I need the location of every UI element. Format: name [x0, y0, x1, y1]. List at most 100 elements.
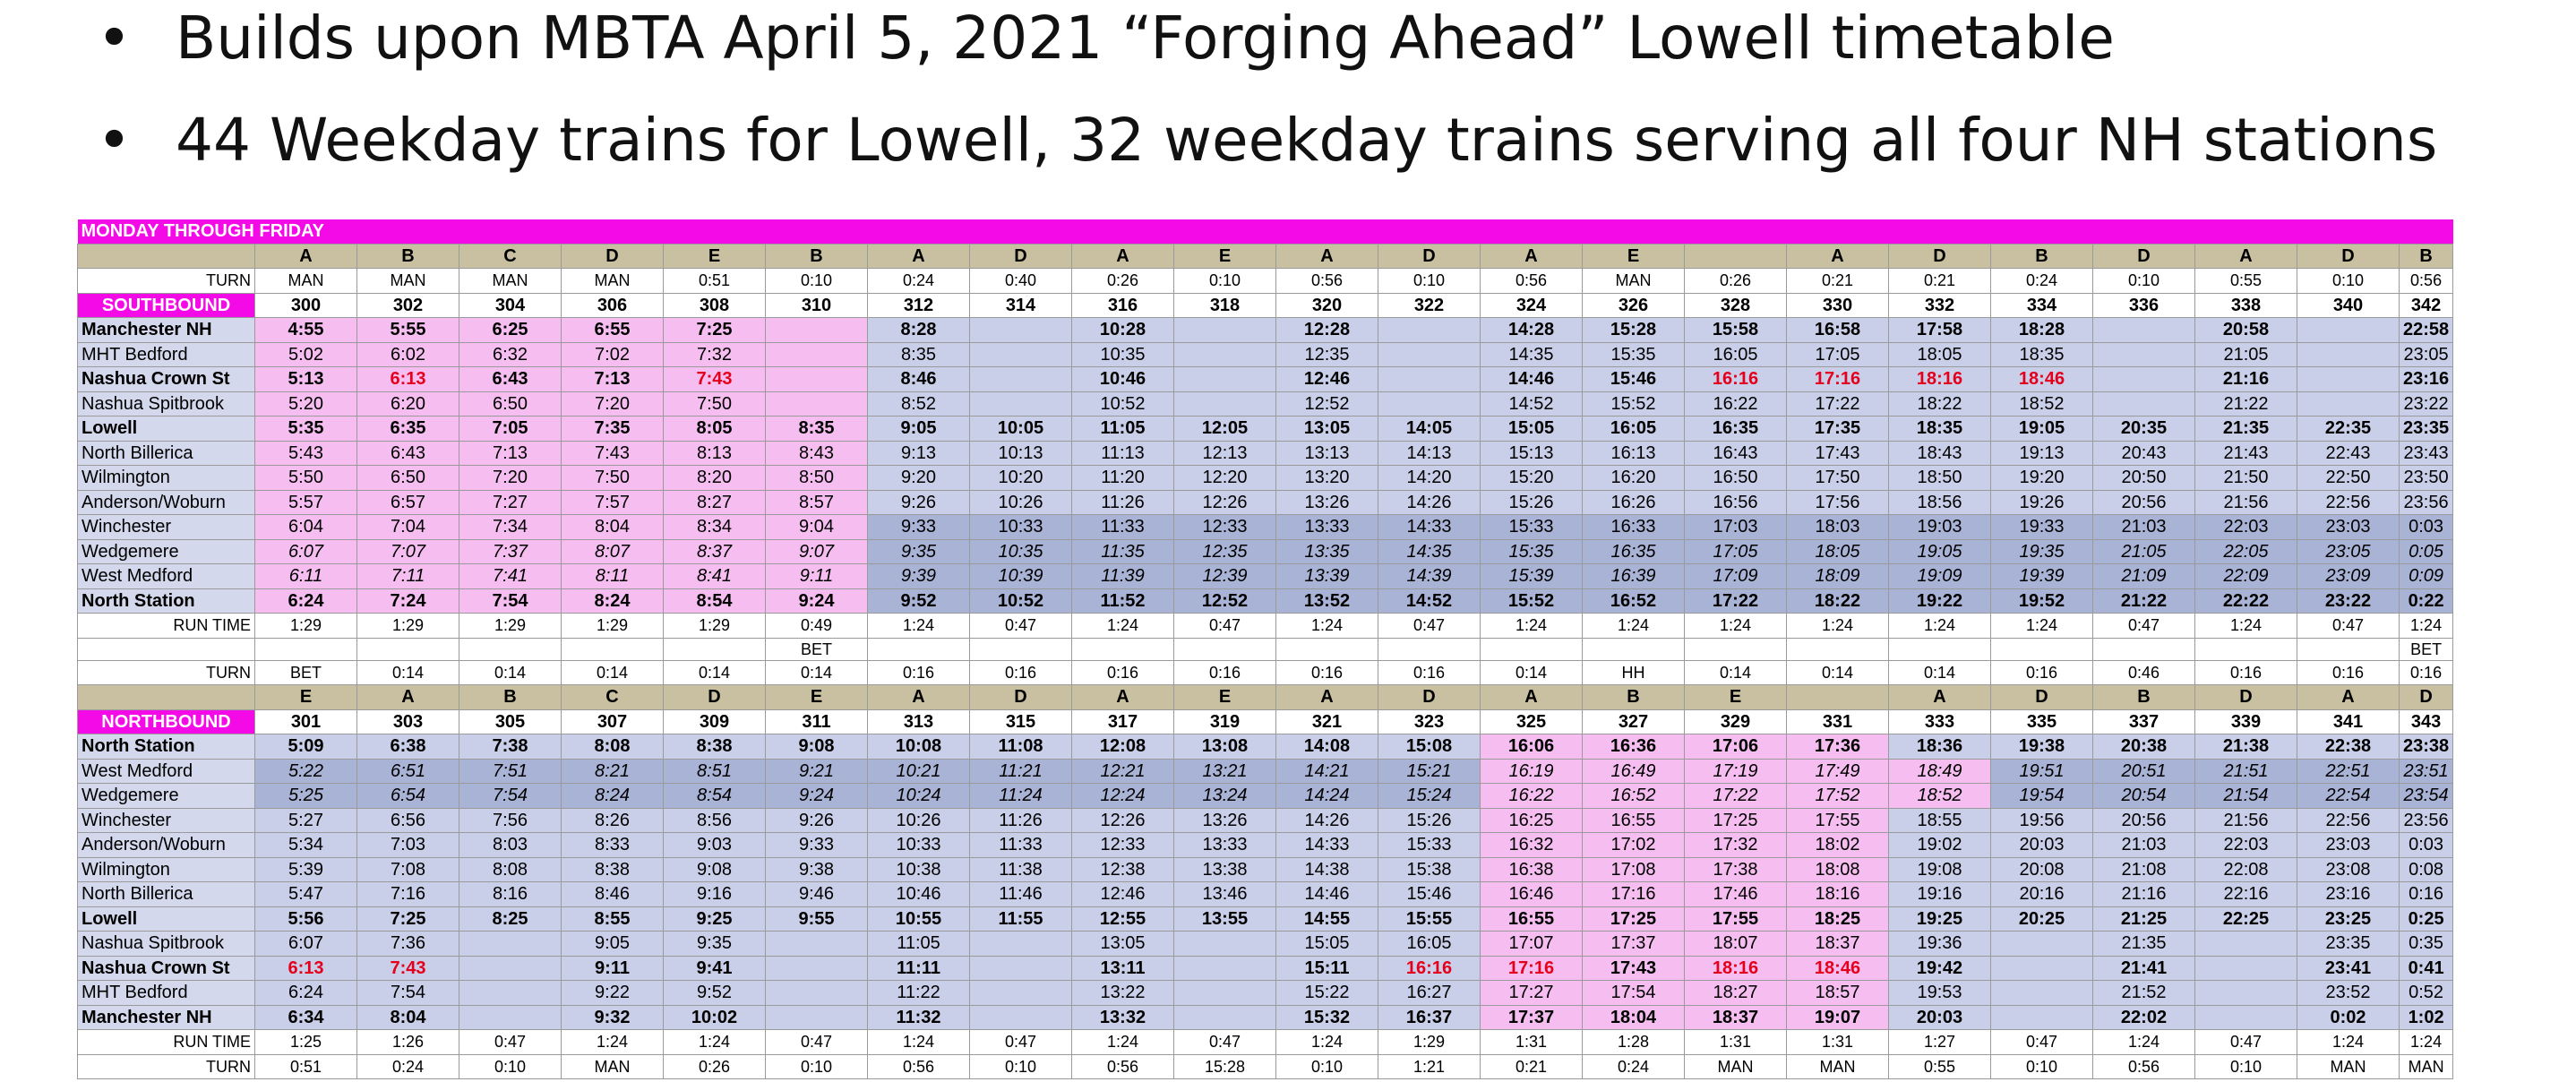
time-cell: D [561, 243, 664, 269]
station-name: North Billerica [77, 440, 255, 466]
time-cell: 17:56 [1786, 489, 1889, 515]
time-cell: 322 [1378, 292, 1481, 318]
time-cell: 13:08 [1173, 734, 1276, 760]
time-cell: 9:08 [765, 734, 868, 760]
time-cell: 21:52 [2092, 980, 2195, 1006]
time-cell: 11:24 [969, 783, 1072, 809]
station-row: North Billerica 5:43 6:43 7:13 7:43 8:13 8:43 9… [77, 440, 2454, 466]
time-cell: 7:35 [561, 416, 664, 442]
time-cell: 0:14 [1480, 659, 1583, 685]
time-cell [561, 637, 664, 661]
time-cell: 13:11 [1071, 955, 1174, 981]
turn-row: TURN BET 0:14 0:14 0:14 0:14 0:14 0:16 0:16 0:16 0… [77, 659, 2454, 685]
time-cell: MAN [1582, 268, 1685, 294]
time-cell: 0:14 [1786, 659, 1889, 685]
time-cell: 0:10 [459, 1053, 562, 1079]
time-cell: 20:16 [1990, 881, 2093, 907]
time-cell: 1:25 [254, 1029, 357, 1055]
station-name: Winchester [77, 514, 255, 540]
time-cell: 1:24 [867, 1029, 970, 1055]
time-cell: 1:24 [2194, 613, 2297, 639]
time-cell: 10:13 [969, 440, 1072, 466]
time-cell: 0:47 [969, 613, 1072, 639]
time-cell: 23:05 [2297, 538, 2400, 564]
time-cell: 8:28 [867, 317, 970, 343]
time-cell: 15:28 [1173, 1053, 1276, 1079]
time-cell: 10:55 [867, 906, 970, 932]
time-cell: 22:16 [2194, 881, 2297, 907]
station-row: Nashua Crown St 6:13 7:43 9:11 9:41 11:11 13:1… [77, 955, 2454, 981]
time-cell: 0:47 [969, 1029, 1072, 1055]
time-cell: 20:08 [1990, 856, 2093, 882]
time-cell: 22:56 [2297, 489, 2400, 515]
time-cell: 19:35 [1990, 538, 2093, 564]
station-name: West Medford [77, 563, 255, 589]
time-cell: 16:16 [1378, 955, 1481, 981]
time-cell: 11:38 [969, 856, 1072, 882]
time-cell: 18:43 [1888, 440, 1991, 466]
time-cell: 8:38 [663, 734, 766, 760]
station-row: MHT Bedford 6:24 7:54 9:22 9:52 11:22 13:22 15:… [77, 980, 2454, 1006]
time-cell [1786, 684, 1889, 710]
time-cell [969, 980, 1072, 1006]
time-cell [459, 955, 562, 981]
time-cell: 0:47 [1378, 613, 1481, 639]
time-cell: 6:04 [254, 514, 357, 540]
time-cell: 8:03 [459, 832, 562, 858]
time-cell: 12:55 [1071, 906, 1174, 932]
time-cell: 338 [2194, 292, 2297, 318]
time-cell: 8:24 [561, 783, 664, 809]
time-cell: 7:37 [459, 538, 562, 564]
time-cell: 6:02 [356, 341, 459, 367]
time-cell [254, 637, 357, 661]
time-cell: 12:46 [1071, 881, 1174, 907]
time-cell: 11:05 [867, 931, 970, 957]
time-cell: 20:35 [2092, 416, 2195, 442]
time-cell: 18:22 [1786, 588, 1889, 614]
time-cell: 18:37 [1786, 931, 1889, 957]
time-cell: 16:33 [1582, 514, 1685, 540]
time-cell: 23:52 [2297, 980, 2400, 1006]
time-cell [1173, 1004, 1276, 1030]
time-cell: 17:32 [1684, 832, 1787, 858]
time-cell: 18:50 [1888, 465, 1991, 491]
time-cell: 17:37 [1582, 931, 1685, 957]
time-cell: A [2297, 684, 2400, 710]
time-cell: 7:32 [663, 341, 766, 367]
time-cell: 22:58 [2398, 317, 2454, 343]
time-cell: 23:54 [2398, 783, 2454, 809]
time-cell: 16:25 [1480, 807, 1583, 833]
time-cell: 1:24 [1684, 613, 1787, 639]
time-cell: 17:07 [1480, 931, 1583, 957]
time-cell: 15:05 [1275, 931, 1378, 957]
time-cell: 334 [1990, 292, 2093, 318]
time-cell: 15:08 [1378, 734, 1481, 760]
time-cell: 17:09 [1684, 563, 1787, 589]
time-cell: 7:41 [459, 563, 562, 589]
time-cell: 21:56 [2194, 489, 2297, 515]
time-cell: 13:46 [1173, 881, 1276, 907]
time-cell: 9:05 [561, 931, 664, 957]
time-cell: 8:46 [561, 881, 664, 907]
time-cell: 17:46 [1684, 881, 1787, 907]
time-cell: 0:05 [2398, 538, 2454, 564]
time-cell: 10:52 [969, 588, 1072, 614]
time-cell: E [1173, 684, 1276, 710]
time-cell: 19:22 [1888, 588, 1991, 614]
time-cell: 18:03 [1786, 514, 1889, 540]
time-cell: 9:41 [663, 955, 766, 981]
time-cell: 6:13 [356, 366, 459, 392]
time-cell [2297, 317, 2400, 343]
time-cell: 9:11 [561, 955, 664, 981]
time-cell: 23:05 [2398, 341, 2454, 367]
time-cell: MAN [561, 1053, 664, 1079]
time-cell: 19:51 [1990, 758, 2093, 784]
time-cell: 14:33 [1275, 832, 1378, 858]
time-cell: 19:36 [1888, 931, 1991, 957]
time-cell: C [459, 243, 562, 269]
time-cell [2092, 637, 2195, 661]
runtime-row: RUN TIME 1:25 1:26 0:47 1:24 1:24 0:47 1:24 0:47… [77, 1029, 2454, 1055]
time-cell: 17:35 [1786, 416, 1889, 442]
time-cell: 8:37 [663, 538, 766, 564]
time-cell: 0:47 [1173, 1029, 1276, 1055]
